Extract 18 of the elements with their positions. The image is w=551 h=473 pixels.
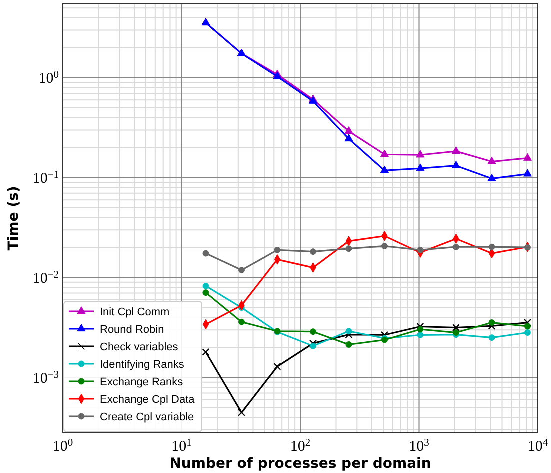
x-tick-label: 10$^{0}$ (52, 438, 74, 455)
legend-label: Round Robin (100, 324, 164, 336)
x-tick-label: 10$^{3}$ (409, 438, 430, 455)
y-tick-label: 10$^{−2}$ (32, 269, 59, 287)
x-tick-label: 10$^{2}$ (290, 438, 311, 455)
x-tick-label: 10$^{4}$ (528, 438, 549, 455)
legend-label: Check variables (100, 342, 179, 354)
legend-label: Exchange Ranks (100, 376, 184, 388)
y-tick-label: 10$^{−1}$ (32, 169, 59, 187)
y-axis-title: Time (s) (6, 186, 22, 251)
x-tick-label: 10$^{1}$ (172, 438, 192, 455)
y-tick-label: 10$^{−3}$ (32, 369, 59, 387)
legend-label: Identifying Ranks (100, 359, 185, 371)
legend-label: Init Cpl Comm (100, 306, 170, 318)
x-axis-title: Number of processes per domain (170, 456, 432, 472)
legend-label: Exchange Cpl Data (100, 394, 196, 406)
legend-label: Create Cpl variable (100, 412, 194, 424)
y-tick-label: 10$^{0}$ (38, 69, 59, 87)
